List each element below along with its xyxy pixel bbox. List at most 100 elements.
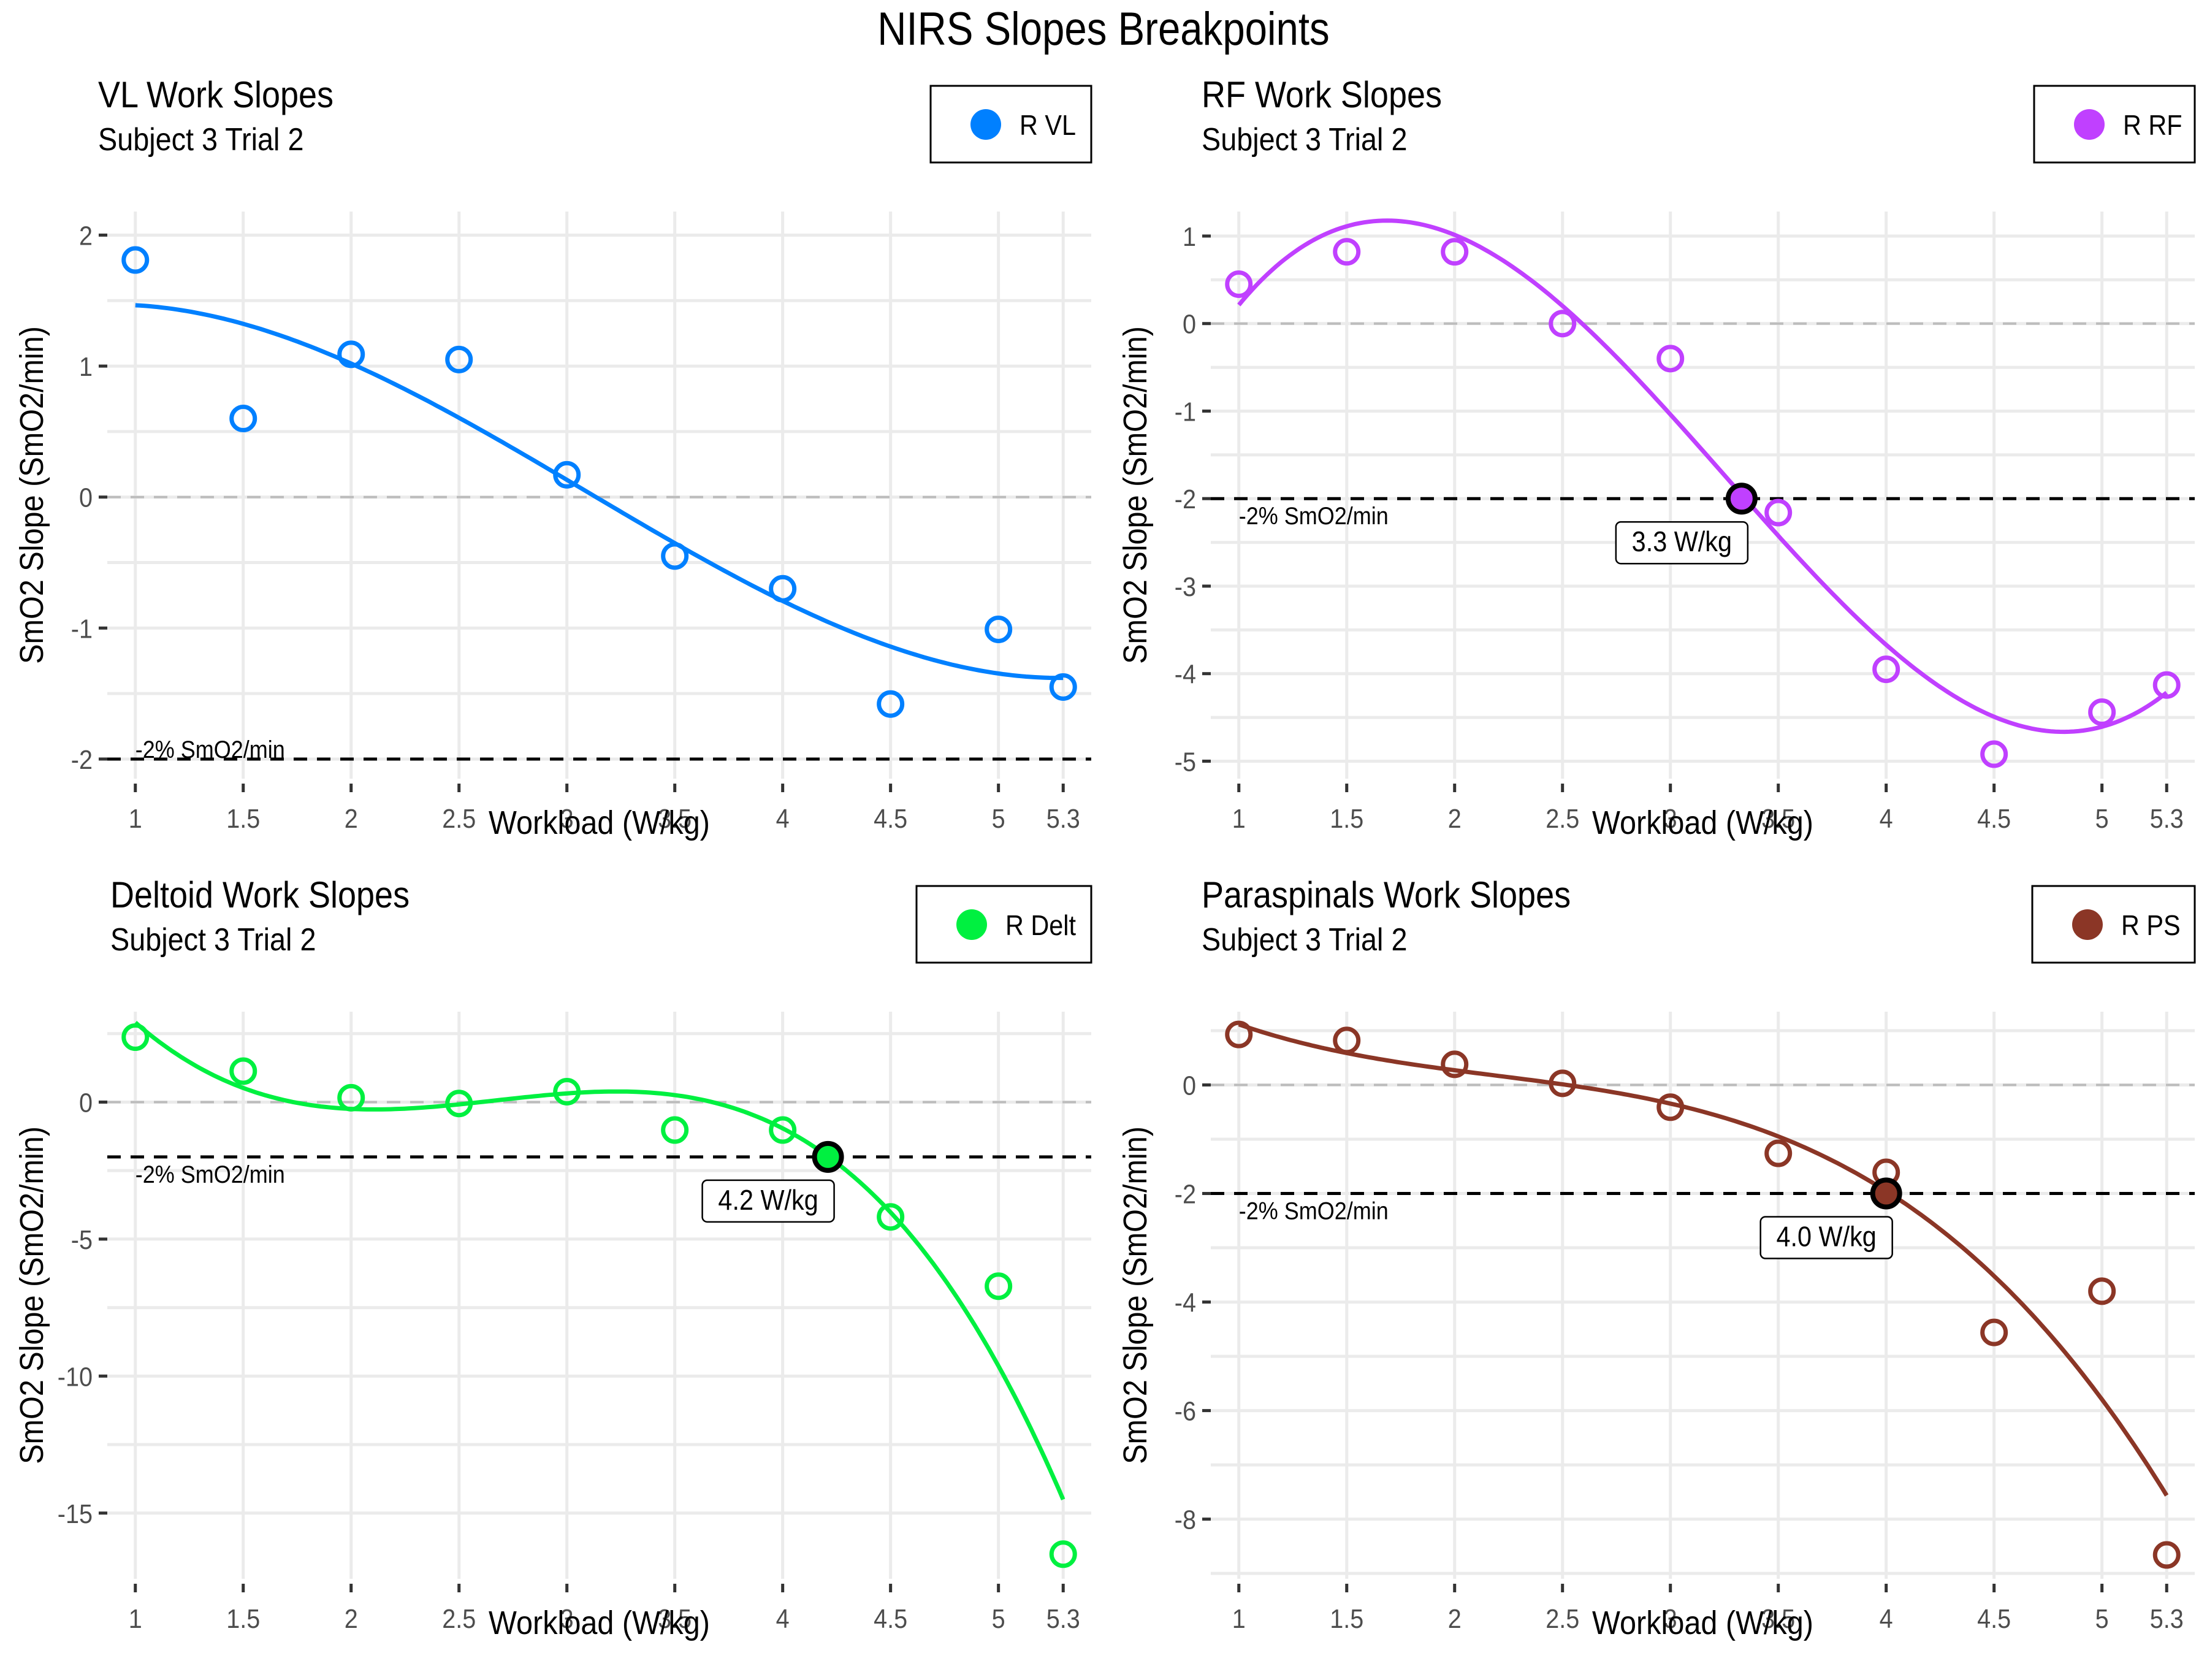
data-point [1872, 655, 1900, 684]
y-tick-label: 0 [79, 1088, 93, 1118]
y-tick-label: -10 [58, 1361, 93, 1391]
data-point [1764, 498, 1793, 527]
x-tick-label: 2.5 [442, 803, 476, 833]
x-tick-label: 1 [1232, 1603, 1246, 1633]
panel-subtitle: Subject 3 Trial 2 [98, 122, 303, 158]
x-tick-label: 4 [776, 803, 790, 833]
breakpoint-label-box [701, 1179, 835, 1223]
panel-title: Paraspinals Work Slopes [1202, 874, 1571, 915]
y-tick-label: -3 [1175, 571, 1196, 601]
breakpoint-label: 4.0 W/kg [1777, 1221, 1877, 1253]
legend: R VL [929, 85, 1092, 164]
breakpoint-label: 4.2 W/kg [718, 1185, 818, 1216]
panel-title: RF Work Slopes [1202, 74, 1442, 115]
y-tick-label: 0 [79, 483, 93, 513]
x-tick-label: 4.5 [874, 1603, 907, 1633]
legend-box [915, 885, 1092, 964]
data-point [337, 1083, 365, 1112]
x-tick-label: 5.3 [1046, 1603, 1080, 1633]
chart-rf: RF Work Slopes Subject 3 Trial 2 R RF -2% S… [1116, 74, 2196, 841]
panel-paraspinals: Paraspinals Work Slopes Subject 3 Trial 2… [1104, 861, 2207, 1680]
legend-box [2033, 85, 2196, 164]
y-tick-label: 1 [79, 351, 93, 381]
data-point [661, 542, 689, 570]
x-tick-label: 3 [1664, 1603, 1677, 1633]
panel-title: VL Work Slopes [98, 74, 334, 115]
y-tick-label: -15 [58, 1499, 93, 1529]
x-tick-label: 4.5 [1977, 1603, 2011, 1633]
data-point [1764, 1139, 1793, 1167]
fit-curve [1237, 218, 2168, 735]
x-tick-label: 3.5 [658, 1603, 692, 1633]
data-point [1441, 1050, 1469, 1079]
data-point [1225, 270, 1253, 298]
legend: R PS [2031, 885, 2196, 964]
y-tick-label: 2 [79, 221, 93, 251]
breakpoint-label: 3.3 W/kg [1632, 526, 1732, 558]
gridlines [1211, 212, 2195, 779]
x-tick-label: 4 [776, 1603, 790, 1633]
panel-subtitle: Subject 3 Trial 2 [1202, 122, 1407, 158]
y-tick-label: -5 [1175, 747, 1196, 777]
data-point [553, 1077, 581, 1105]
gridlines [107, 212, 1091, 779]
fit-curve [1238, 1022, 2169, 1497]
data-point [553, 460, 581, 489]
x-tick-label: 4 [1880, 803, 1893, 833]
chart-vl: VL Work Slopes Subject 3 Trial 2 R VL -2% S… [13, 74, 1092, 841]
data-point [1549, 1069, 1577, 1098]
data-point [1049, 1540, 1077, 1568]
data-point [1333, 1026, 1361, 1055]
x-tick-label: 3 [1664, 803, 1677, 833]
legend-label: R RF [2123, 110, 2182, 142]
y-tick-label: -2 [71, 744, 93, 774]
legend-label: R Delt [1005, 910, 1076, 942]
x-tick-label: 1 [1232, 803, 1246, 833]
panel-rf: RF Work Slopes Subject 3 Trial 2 R RF -2% S… [1104, 61, 2207, 880]
data-point [1549, 310, 1577, 338]
data-point [337, 340, 365, 368]
x-tick-label: 2.5 [1546, 803, 1579, 833]
y-axis-title: SmO2 Slope (SmO2/min) [1116, 326, 1154, 664]
panel-deltoid: Deltoid Work Slopes Subject 3 Trial 2 R De… [0, 861, 1104, 1680]
breakpoint-marker [1870, 1177, 1902, 1210]
x-axis-title: Workload (W/kg) [1592, 1604, 1813, 1641]
x-tick-label: 3.5 [658, 803, 692, 833]
x-tick-label: 2.5 [442, 1603, 476, 1633]
x-tick-label: 5.3 [2150, 803, 2184, 833]
breakpoint-marker [1725, 483, 1758, 515]
data-point [1980, 1318, 2008, 1346]
x-tick-label: 3 [560, 1603, 574, 1633]
x-tick-label: 3 [560, 803, 574, 833]
x-tick-label: 1.5 [1330, 1603, 1363, 1633]
x-tick-label: 2 [1448, 803, 1462, 833]
y-axis-title: SmO2 Slope (SmO2/min) [13, 1126, 50, 1464]
data-point [445, 345, 473, 373]
x-tick-label: 1.5 [226, 803, 260, 833]
y-tick-label: -1 [1175, 397, 1196, 427]
chart-deltoid: Deltoid Work Slopes Subject 3 Trial 2 R De… [13, 874, 1092, 1641]
x-tick-label: 2 [345, 803, 358, 833]
data-point [661, 1116, 689, 1144]
x-tick-label: 5 [2095, 803, 2109, 833]
data-point [877, 690, 905, 718]
panel-vl: VL Work Slopes Subject 3 Trial 2 R VL -2% S… [0, 61, 1104, 880]
data-point [2152, 1541, 2181, 1569]
y-tick-label: -5 [71, 1224, 93, 1254]
x-axis-title: Workload (W/kg) [489, 1604, 710, 1641]
data-point [769, 1116, 797, 1144]
y-tick-label: -4 [1175, 659, 1196, 689]
y-tick-label: 0 [1183, 309, 1196, 339]
data-point [769, 575, 797, 603]
fit-curve [135, 303, 1064, 681]
gridlines [1211, 1012, 2195, 1579]
legend: R RF [2033, 85, 2196, 164]
y-tick-label: -2 [1175, 484, 1196, 514]
data-point [121, 246, 150, 274]
y-tick-label: -4 [1175, 1288, 1196, 1318]
data-point [121, 1023, 150, 1052]
data-point [1225, 1020, 1253, 1048]
x-axis-title: Workload (W/kg) [1592, 804, 1813, 841]
legend-box [929, 85, 1092, 164]
legend-key-r-delt [956, 909, 987, 940]
